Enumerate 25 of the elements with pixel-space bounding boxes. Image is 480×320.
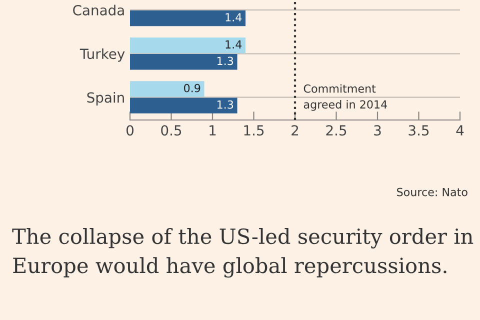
bar xyxy=(130,38,246,54)
x-tick-label: 3 xyxy=(374,125,381,136)
y-tick-label: Canada xyxy=(73,4,124,16)
bar xyxy=(130,81,204,97)
bar xyxy=(130,10,246,26)
data-label: 1.3 xyxy=(218,100,234,109)
data-label: 1.4 xyxy=(226,40,242,48)
x-tick-label: 1 xyxy=(210,125,216,136)
x-tick-label: 0 xyxy=(126,125,134,136)
bar xyxy=(130,98,238,114)
y-tick-label: Spain xyxy=(87,92,124,106)
bar xyxy=(130,54,238,70)
x-tick-label: 4 xyxy=(456,125,464,136)
x-tick-label: 0.5 xyxy=(161,125,182,136)
text: The collapse of the US-led security order in Europe would have global repercussions. xyxy=(12,228,474,278)
x-tick-label: 2.5 xyxy=(326,125,346,136)
data-label: 0.9 xyxy=(184,84,200,92)
source-note: Source: Nato xyxy=(397,188,468,196)
ref-line-label: Commitment agreed in 2014 xyxy=(304,84,387,111)
x-tick-label: 1.5 xyxy=(244,125,264,136)
x-tick-label: 3.5 xyxy=(408,125,429,136)
y-tick-label: Turkey xyxy=(80,48,125,62)
x-tick-label: 2 xyxy=(292,125,298,136)
data-label: 1.4 xyxy=(226,13,242,22)
data-label: 1.3 xyxy=(218,56,234,66)
